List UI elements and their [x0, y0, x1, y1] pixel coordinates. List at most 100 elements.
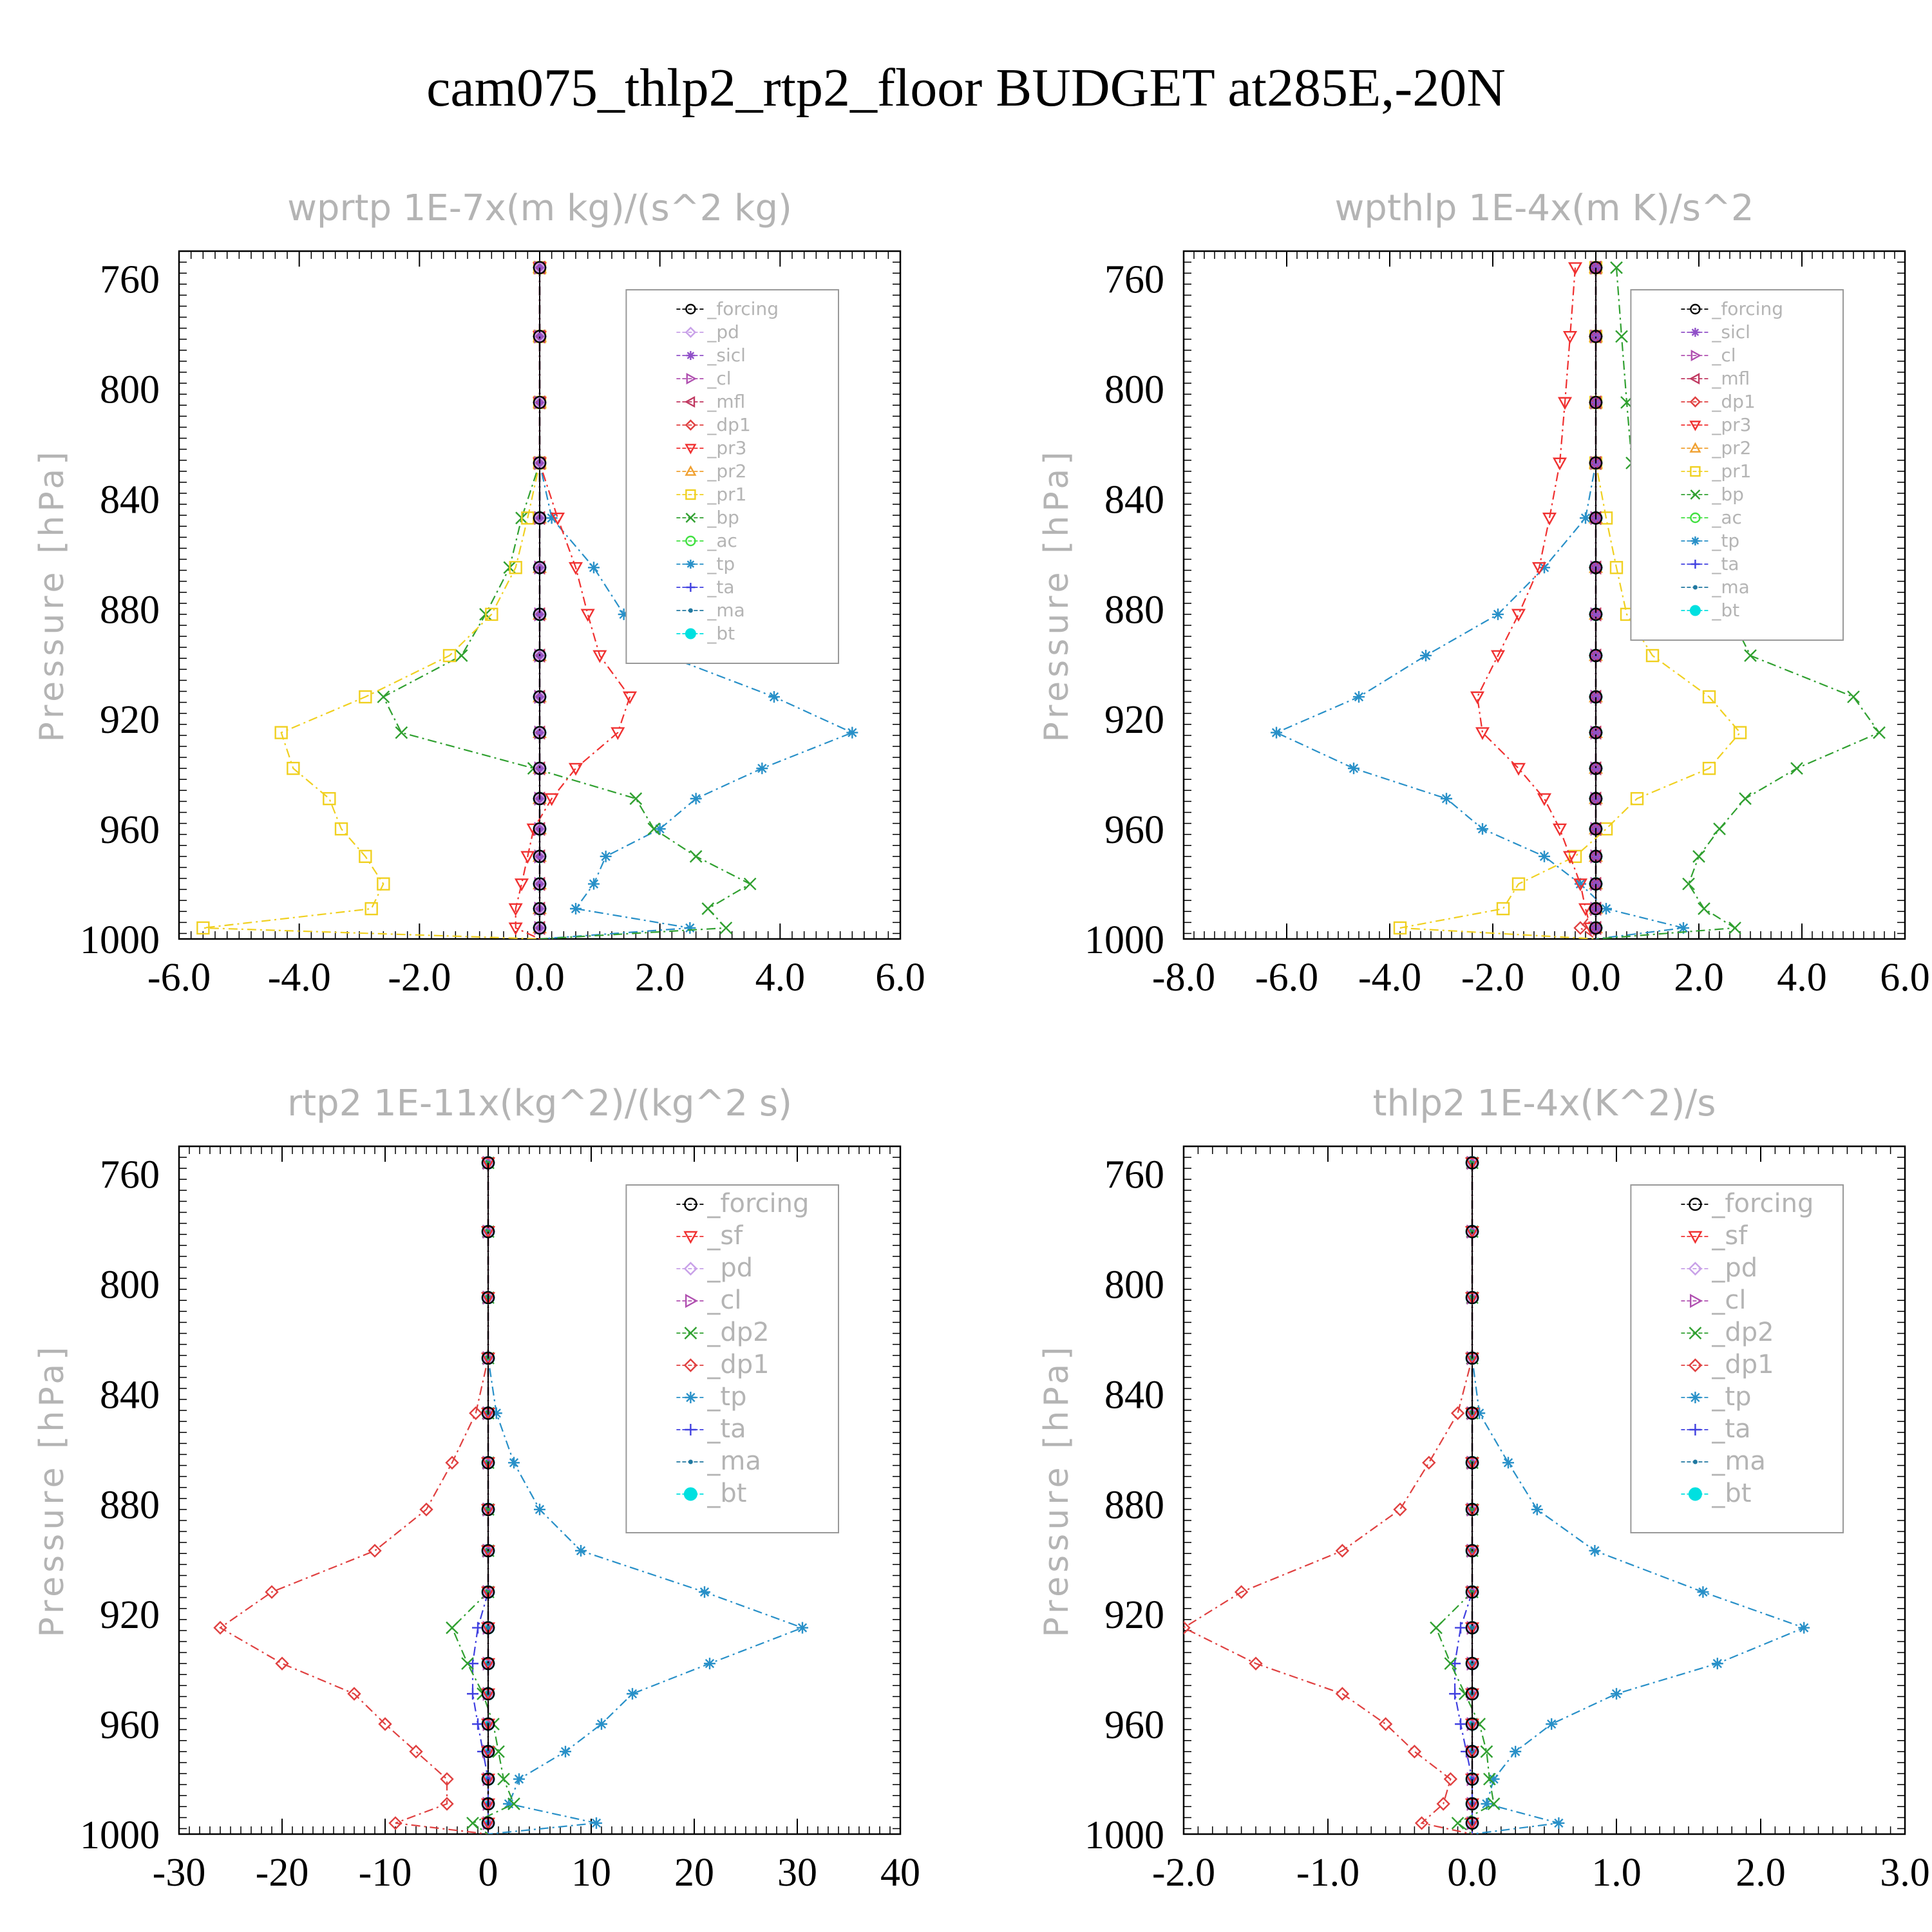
- data-point: [196, 921, 210, 935]
- data-point: [627, 1688, 638, 1700]
- legend-label: _ma: [706, 1446, 761, 1476]
- data-point: [481, 1772, 495, 1786]
- data-point: [1450, 1406, 1465, 1421]
- data-point: [1589, 330, 1603, 343]
- data-point: [480, 1718, 496, 1732]
- legend-marker: [1689, 1197, 1702, 1211]
- legend: _forcing _sf_pd_cl _dp2 _dp1 _tp_ta_ma _bt: [1630, 1184, 1844, 1533]
- data-point: [533, 690, 547, 704]
- data-point: [756, 762, 768, 775]
- y-tick-label: 920: [100, 1593, 160, 1637]
- data-point: [1492, 608, 1504, 620]
- data-point: [1249, 1656, 1263, 1671]
- data-point: [846, 726, 858, 739]
- series-line: [1435, 1162, 1495, 1834]
- legend-marker: [683, 1231, 698, 1244]
- series_dp1: [213, 1155, 495, 1834]
- x-tick-label: 10: [571, 1851, 611, 1895]
- data-point: [520, 851, 535, 864]
- legend-label: _bp: [1711, 484, 1744, 505]
- data-point: [481, 1156, 495, 1170]
- legend-label: _ac: [1711, 507, 1742, 528]
- data-point: [1465, 1585, 1479, 1599]
- data-point: [1443, 1772, 1458, 1786]
- data-point: [719, 922, 733, 934]
- legend-marker: [685, 465, 697, 476]
- panel-title: thlp2 1E-4x(K^2)/s: [1373, 1083, 1716, 1124]
- legend-marker: [1690, 303, 1701, 315]
- legend-marker: [1690, 536, 1700, 545]
- data-point: [533, 607, 547, 621]
- plot-area: [196, 251, 858, 939]
- data-point: [1589, 607, 1603, 621]
- data-point: [1393, 921, 1407, 935]
- y-tick-label: 960: [1104, 808, 1164, 852]
- data-point: [1589, 849, 1603, 864]
- legend-label: _pr3: [1711, 414, 1751, 435]
- data-point: [1589, 511, 1603, 525]
- data-point: [480, 1545, 496, 1558]
- y-tick-label: 960: [1104, 1703, 1164, 1747]
- x-tick-label: -10: [359, 1851, 412, 1895]
- legend-label: _ma: [1711, 576, 1749, 598]
- data-point: [1481, 1798, 1493, 1810]
- x-tick-label: -6.0: [1255, 956, 1318, 999]
- data-point: [1465, 1456, 1479, 1470]
- data-point: [409, 1745, 423, 1759]
- data-point: [482, 1224, 496, 1239]
- series-line: [1399, 267, 1741, 939]
- data-point: [481, 1225, 495, 1238]
- legend-label: _ma: [706, 600, 744, 621]
- data-point: [1487, 1797, 1501, 1810]
- data-point: [1790, 762, 1803, 775]
- legend-marker: [683, 1262, 698, 1276]
- legend-marker: [1689, 442, 1701, 453]
- y-tick-label: 840: [1104, 1373, 1164, 1417]
- x-tick-label: 0.0: [1571, 956, 1621, 999]
- legend-label: _mfl: [1711, 368, 1750, 389]
- data-point: [1698, 902, 1710, 915]
- y-tick-label: 760: [1104, 258, 1164, 302]
- data-point: [213, 1620, 227, 1635]
- data-point: [1465, 1621, 1479, 1634]
- series-line: [451, 1162, 515, 1834]
- data-point: [503, 1798, 515, 1810]
- series_ta: [1449, 1157, 1478, 1834]
- y-axis: 760 800 840 880 920 960 1000: [80, 251, 900, 962]
- y-axis: 760 800 840 880 920 960 1000: [1084, 1146, 1905, 1857]
- data-point: [445, 1455, 459, 1470]
- legend-label: _pr2: [1711, 437, 1751, 459]
- y-tick-label: 1000: [1084, 1814, 1164, 1857]
- data-point: [481, 1621, 495, 1634]
- y-axis: 760 800 840 880 920 960 1000: [80, 1146, 900, 1857]
- data-point: [1682, 877, 1695, 891]
- legend-marker: [683, 1358, 698, 1372]
- legend-marker: [685, 628, 696, 639]
- x-tick-label: 40: [880, 1851, 920, 1895]
- legend-label: _tp: [706, 553, 735, 574]
- data-point: [1455, 1622, 1467, 1634]
- legend-marker: [685, 489, 696, 500]
- data-point: [265, 1585, 279, 1599]
- data-point: [1470, 691, 1485, 705]
- data-point: [1589, 649, 1603, 663]
- data-point: [533, 456, 547, 470]
- y-tick-label: 840: [1104, 478, 1164, 522]
- legend-label: _forcing: [706, 298, 779, 319]
- figure-title: cam075_thlp2_rtp2_floor BUDGET at285E,-2…: [426, 58, 1506, 118]
- data-point: [1589, 1544, 1601, 1557]
- data-point: [1511, 609, 1526, 622]
- data-point: [1455, 1718, 1467, 1730]
- data-point: [1697, 1586, 1709, 1598]
- x-tick-label: -2.0: [1461, 956, 1524, 999]
- data-point: [533, 561, 547, 574]
- x-tick-label: -20: [256, 1851, 309, 1895]
- data-point: [1451, 1817, 1464, 1830]
- data-point: [1430, 1621, 1443, 1634]
- data-point: [1475, 727, 1490, 741]
- data-point: [368, 1544, 382, 1558]
- legend-label: _tp: [1711, 1382, 1751, 1412]
- data-point: [1615, 330, 1628, 343]
- data-point: [440, 1772, 454, 1786]
- data-point: [1531, 1503, 1543, 1515]
